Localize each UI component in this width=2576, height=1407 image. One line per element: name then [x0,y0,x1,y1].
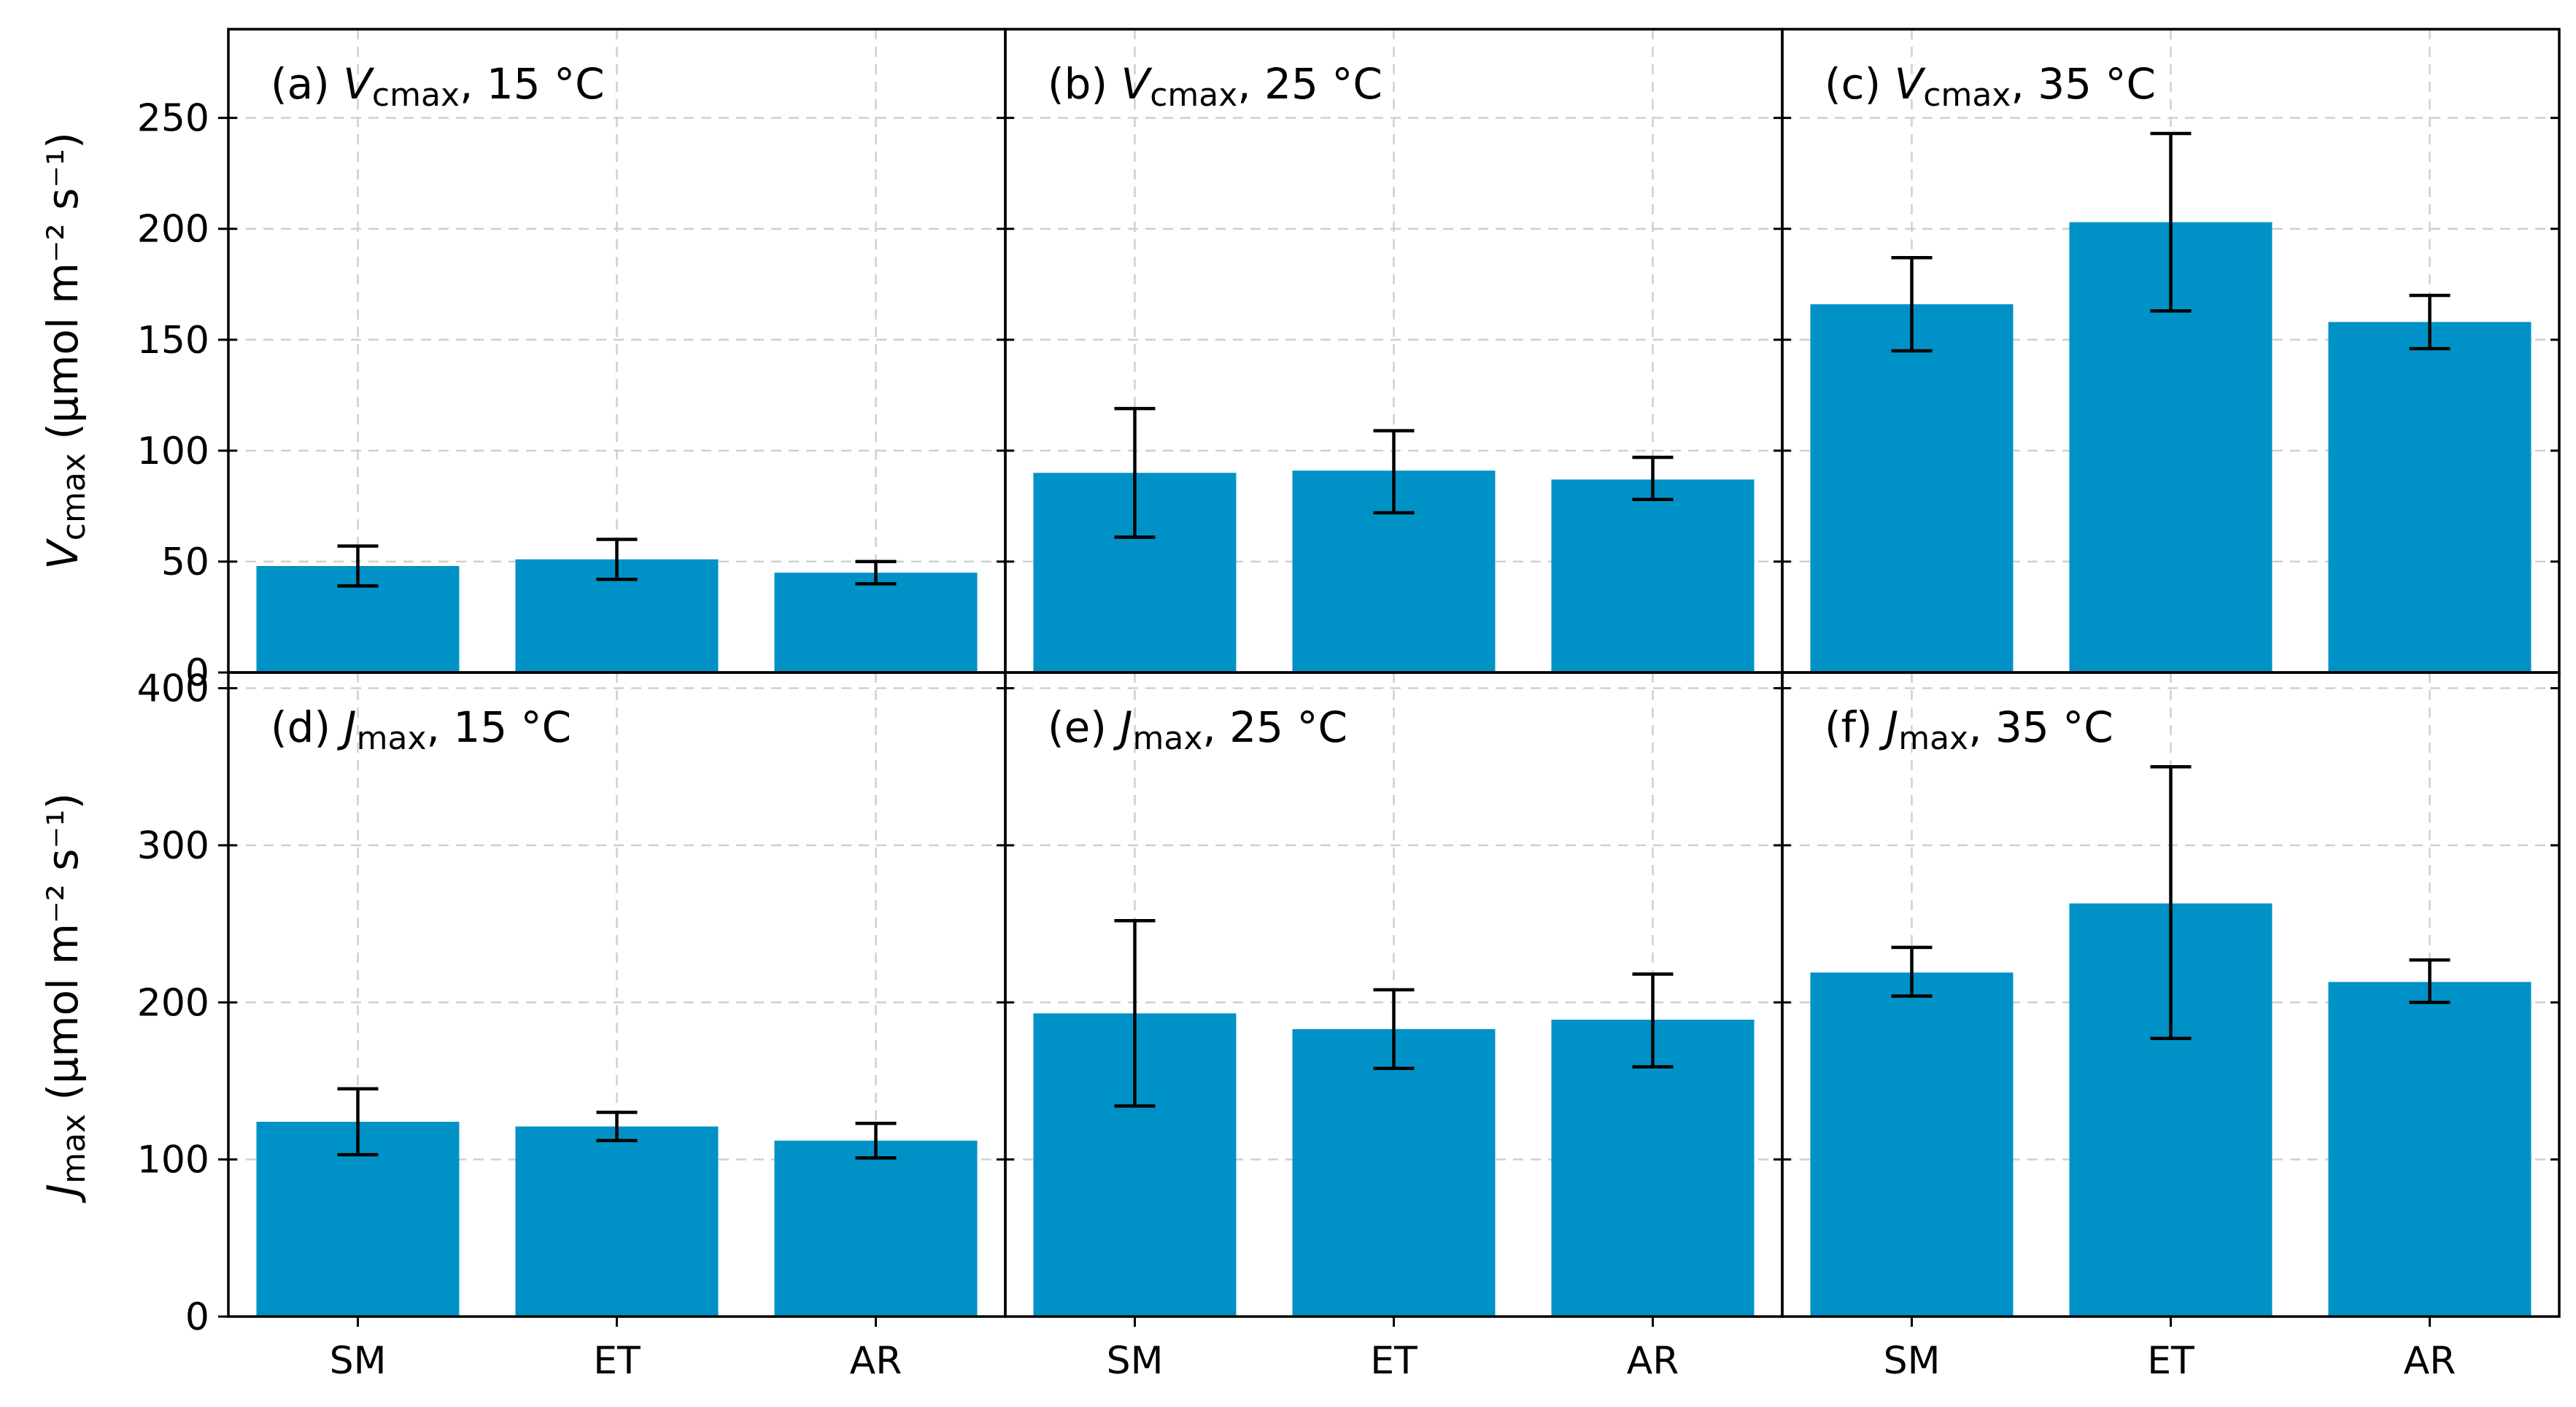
panel-label-b: (b) Vcmax, 25 °C [1048,59,1382,114]
y-tick-label: 200 [137,981,209,1025]
bar-e-et [1292,1028,1496,1317]
y-tick-label: 200 [137,208,209,252]
bar-d-et [515,1126,719,1317]
x-tick-label-ar: AR [1627,1339,1679,1383]
y-tick-label: 300 [137,824,209,868]
x-tick-label-sm: SM [1107,1339,1164,1383]
x-tick-label-ar: AR [850,1339,902,1383]
panel-label-a: (a) Vcmax, 15 °C [271,59,605,114]
bars-layer [256,131,2531,1317]
y-tick-label: 100 [137,1139,209,1182]
bar-f-sm [1810,972,2014,1317]
bar-f-ar [2328,982,2531,1317]
y-axis-label-vcmax: Vcmax (μmol m⁻² s⁻¹) [38,132,93,570]
panel-label-c: (c) Vcmax, 35 °C [1825,59,2156,114]
frames-layer [218,28,2561,1327]
x-tick-label-et: ET [593,1339,641,1383]
y-tick-label: 150 [137,319,209,363]
panel-label-e: (e) Jmax, 25 °C [1048,702,1347,757]
y-tick-label: 50 [161,540,209,584]
x-tick-label-et: ET [2147,1339,2194,1383]
text-layer: 0 50 100 150 200 250 (a) Vcmax, 15 °C (b) Vcmax… [38,59,2456,1383]
bar-e-ar [1551,1019,1755,1317]
y-tick-label: 250 [137,97,209,141]
x-tick-label-sm: SM [1884,1339,1941,1383]
panel-label-f: (f) Jmax, 35 °C [1825,702,2113,757]
y-axis-label-jmax: Jmax (μmol m⁻² s⁻¹) [38,793,93,1203]
bar-c-ar [2328,322,2531,673]
bar-b-ar [1551,479,1755,673]
bar-c-sm [1810,304,2014,673]
x-tick-label-sm: SM [330,1339,387,1383]
x-tick-label-et: ET [1370,1339,1417,1383]
y-tick-label: 100 [137,430,209,473]
y-tick-label: 400 [137,667,209,711]
bar-a-ar [774,573,978,673]
panel-label-d: (d) Jmax, 15 °C [271,702,571,757]
x-tick-label-ar: AR [2404,1339,2456,1383]
y-tick-label: 0 [185,1295,209,1339]
y-tick-label: 0 [185,651,209,695]
bar-d-ar [774,1140,978,1317]
